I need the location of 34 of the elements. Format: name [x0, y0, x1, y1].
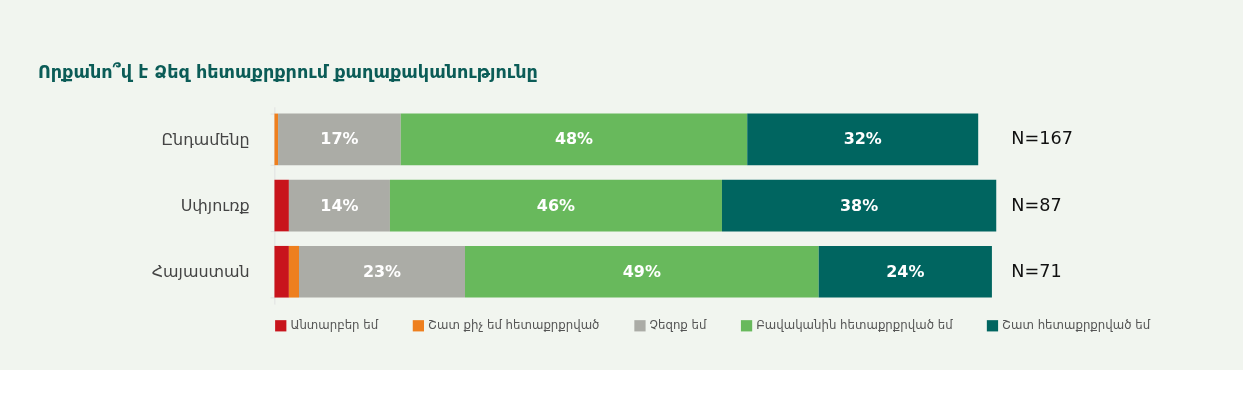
- legend-label: Շատ քիչ եմ հետաքրքրված: [428, 318, 600, 333]
- data-label: 24%: [886, 261, 925, 281]
- bar: [721, 179, 997, 232]
- y-tick-label: Հայաստան: [151, 262, 250, 282]
- data-label: 17%: [320, 129, 359, 149]
- bar: [274, 245, 289, 298]
- y-tick-label: Սփյուռք: [180, 196, 250, 216]
- data-label: 46%: [536, 195, 576, 215]
- text: N=71: [1011, 260, 1062, 281]
- bar: [747, 113, 979, 166]
- data-label: 49%: [622, 261, 661, 281]
- data-label: 48%: [554, 129, 594, 149]
- bar: [400, 113, 748, 166]
- data-label: 14%: [320, 195, 359, 215]
- bar: [278, 113, 401, 166]
- bar: [465, 245, 819, 298]
- legend-label: Անտարբեր եմ: [290, 318, 379, 333]
- bar: [818, 245, 992, 298]
- bar: [298, 245, 465, 298]
- text: N=87: [1011, 194, 1062, 215]
- data-label: 38%: [840, 195, 879, 215]
- text: N=167: [1011, 128, 1073, 149]
- legend-label: Բավականին հետաքրքրված եմ: [756, 318, 954, 333]
- legend-label: Չեզոք եմ: [649, 318, 707, 333]
- data-label: 23%: [362, 261, 402, 281]
- bar: [389, 179, 722, 232]
- bar: [274, 113, 279, 166]
- y-tick-label: Ընդամենը: [161, 129, 250, 149]
- legend-label: Շատ հետաքրքրված եմ: [1002, 318, 1151, 333]
- bar: [288, 179, 390, 232]
- data-label: 32%: [843, 129, 882, 149]
- bar: [274, 179, 289, 232]
- chart-title: Որքանո՞վ է Ձեզ հետաքրքրում քաղաքականությունը: [37, 61, 538, 82]
- bar: [288, 245, 299, 298]
